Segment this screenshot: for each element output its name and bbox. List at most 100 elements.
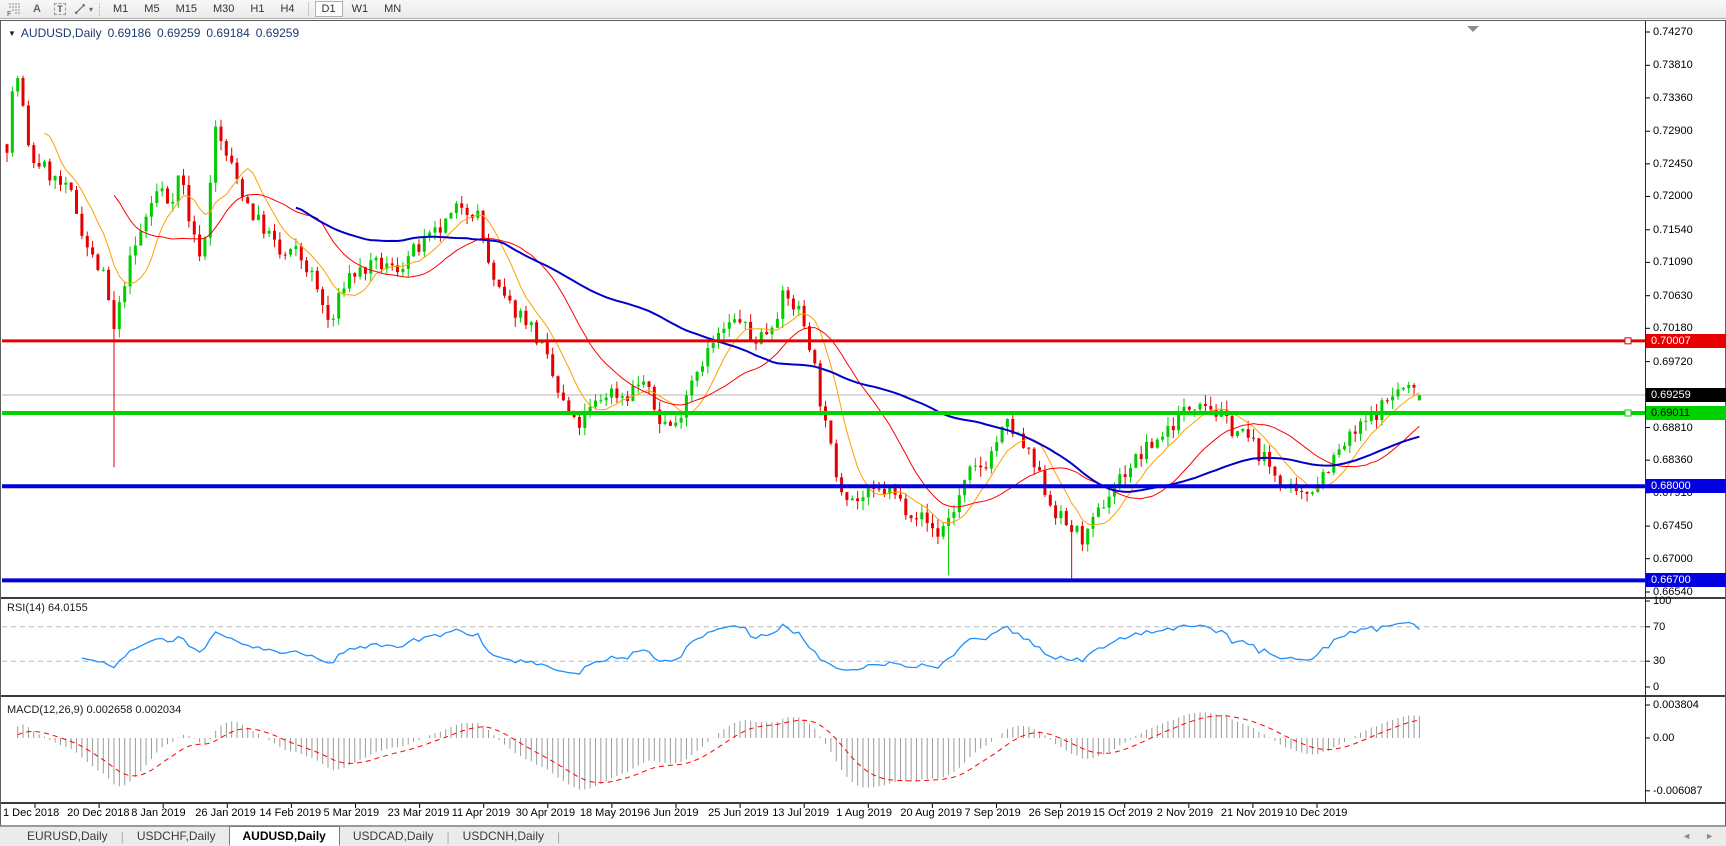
timeframe-button-w1[interactable]: W1 [351,3,369,15]
price-chart-canvas[interactable] [1,21,1725,825]
hline-handle [1624,409,1632,417]
price-axis-label: 0.73360 [1653,91,1693,104]
rsi-axis-label: 30 [1653,655,1666,668]
time-axis-label: 7 Sep 2019 [964,807,1021,819]
chart-tab-eurusd[interactable]: EURUSD,Daily [27,829,108,843]
price-axis-label: 0.73810 [1653,59,1693,72]
collapse-triangle-icon[interactable]: ▼ [8,28,16,38]
dotted-grid-glyph: F [7,2,20,17]
price-axis-label: 0.67000 [1653,552,1693,565]
ma-55-line [295,206,1420,493]
time-axis-label: 15 Oct 2019 [1092,807,1153,819]
timeframe-button-m5[interactable]: M5 [144,3,160,15]
time-axis-label: 20 Dec 2018 [67,807,130,819]
time-axis-label: 5 Mar 2019 [323,807,380,819]
price-axis-label: 0.66540 [1653,585,1693,598]
timeframe-button-d1[interactable]: D1 [314,1,343,17]
time-axis-label: 11 Apr 2019 [451,807,511,819]
tab-divider: | [120,830,124,844]
panel-divider [1,695,1725,697]
price-axis-label: 0.68810 [1653,421,1693,434]
timeframe-button-m15[interactable]: M15 [175,3,197,15]
ohlc-high-value: 0.69259 [157,26,201,40]
chart-tab-bar: EURUSD,Daily | USDCHF,Daily AUDUSD,Daily USD… [0,826,1726,846]
toolbar-separator [99,2,101,16]
panel-divider [1,597,1725,599]
time-axis-label: 25 Jun 2019 [708,807,769,819]
hline-handle [1624,337,1632,345]
macd-indicator-label: MACD(12,26,9) 0.002658 0.002034 [7,704,182,716]
time-axis-label: 1 Dec 2018 [3,807,60,819]
rsi-axis-label: 70 [1653,620,1666,633]
timeframe-group-separator [307,2,309,16]
price-axis-label: 0.67450 [1653,520,1693,533]
chart-shift-marker-icon [1467,26,1479,32]
dropdown-arrow-icon[interactable]: ▾ [89,4,94,14]
time-axis-label: 1 Aug 2019 [836,807,892,819]
rsi-line [81,621,1420,675]
price-level-badge[interactable]: 0.69259 [1646,388,1726,403]
timeframe-button-m1[interactable]: M1 [113,3,129,15]
price-axis-label: 0.72450 [1653,157,1693,170]
ohlc-low-value: 0.69184 [206,26,250,40]
price-axis-label: 0.68360 [1653,454,1693,467]
time-axis-label: 26 Sep 2019 [1028,807,1091,819]
ohlc-open-value: 0.69186 [107,26,151,40]
time-axis-label: 13 Jul 2019 [772,807,830,819]
macd-axis-label: 0.00 [1653,732,1675,744]
chart-tab-audusd[interactable]: AUDUSD,Daily [228,826,340,846]
cursor-style-icon[interactable]: ▾ [73,1,93,17]
price-axis-label: 0.69720 [1653,355,1693,368]
price-axis-label: 0.70180 [1653,322,1693,335]
price-axis-label: 0.70630 [1653,289,1693,302]
dotted-grid-icon[interactable]: F [4,1,24,17]
candles-series [5,75,1421,581]
panel-divider [1,802,1725,804]
time-axis-label: 30 Apr 2019 [515,807,576,819]
time-axis-label: 18 May 2019 [579,807,644,819]
rsi-indicator-label: RSI(14) 64.0155 [7,602,88,614]
macd-axis-label: -0.006087 [1653,784,1703,797]
time-axis-label: 26 Jan 2019 [195,807,256,819]
tab-scroll-left-icon[interactable]: ◄ [1682,831,1692,841]
price-axis-label: 0.71540 [1653,223,1693,236]
letter-a-icon[interactable]: A [27,1,47,17]
chart-window[interactable]: ▼ AUDUSD,Daily 0.69186 0.69259 0.69184 0… [0,20,1726,826]
top-toolbar: F A T ▾ M1 M5 M15 M30 H1 H4 D1 W1 MN [0,0,1726,19]
chart-symbol-label: AUDUSD,Daily [20,26,102,40]
letter-a-glyph: A [33,3,41,15]
tab-scroll-right-icon[interactable]: ► [1705,831,1714,841]
price-level-badge[interactable]: 0.70007 [1646,333,1726,348]
macd-panel [17,712,1420,790]
ohlc-close-value: 0.69259 [255,26,300,40]
timeframe-button-h4[interactable]: H4 [280,3,295,15]
chart-tab-usdcnh[interactable]: USDCNH,Daily [462,829,545,843]
timeframe-button-h1[interactable]: H1 [250,3,265,15]
macd-signal-line [17,715,1420,784]
ma-8-line [44,132,1420,526]
rsi-axis-label: 100 [1653,595,1672,607]
time-axis-label: 23 Mar 2019 [387,807,450,819]
timeframe-button-mn[interactable]: MN [384,3,402,15]
time-axis-label: 2 Nov 2019 [1156,807,1214,819]
chart-tab-usdchf[interactable]: USDCHF,Daily [136,829,216,843]
time-axis-label: 20 Aug 2019 [900,807,963,819]
price-level-badge[interactable]: 0.66700 [1646,573,1726,588]
text-box-icon[interactable]: T [50,1,70,17]
tab-scroll-controls: ◄ ► [1682,831,1714,841]
chart-tab-usdcad[interactable]: USDCAD,Daily [352,829,434,843]
rsi-axis-label: 0 [1653,681,1660,693]
timeframe-button-m30[interactable]: M30 [212,3,235,15]
timeframe-toolbar: M1 M5 M15 M30 H1 H4 D1 W1 MN [106,1,410,17]
time-axis-label: 10 Dec 2019 [1285,807,1348,819]
time-axis-label: 6 Jun 2019 [644,807,699,819]
time-axis-label: 21 Nov 2019 [1220,807,1284,819]
rsi-panel [2,621,1645,675]
diagonal-arrows-glyph [75,4,85,14]
chart-title: ▼ AUDUSD,Daily 0.69186 0.69259 0.69184 0… [8,26,299,40]
ma-21-line [113,193,1420,508]
price-level-badge[interactable]: 0.68000 [1646,479,1726,494]
time-axis-label: 8 Jan 2019 [131,807,186,819]
price-level-badge[interactable]: 0.69011 [1646,405,1726,420]
price-axis-label: 0.72000 [1653,190,1693,203]
